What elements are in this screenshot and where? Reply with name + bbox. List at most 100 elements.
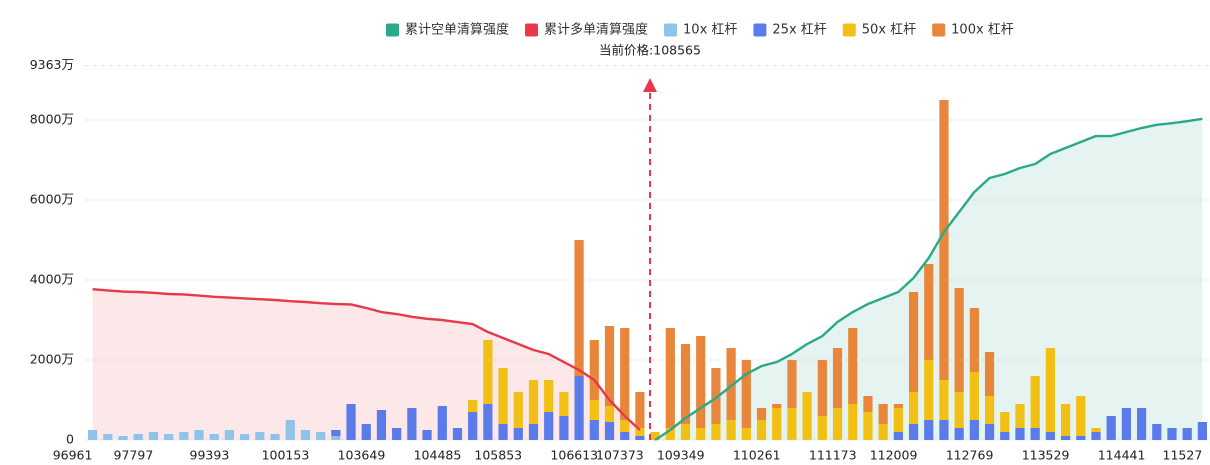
- bar: [544, 380, 554, 413]
- y-tick-label: 9363万: [30, 57, 74, 72]
- bar: [452, 428, 463, 440]
- bar: [711, 424, 721, 440]
- x-tick-label: 103649: [338, 448, 386, 463]
- legend-label[interactable]: 50x 杠杆: [862, 22, 916, 38]
- bar: [574, 376, 584, 440]
- x-tick-label: 112009: [870, 448, 918, 463]
- bar: [908, 424, 919, 440]
- bar: [346, 404, 356, 440]
- bar: [635, 428, 645, 437]
- line-layer: [92, 117, 1203, 442]
- bar: [680, 424, 691, 440]
- legend-label[interactable]: 累计多单清算强度: [544, 22, 648, 38]
- bar: [148, 432, 159, 440]
- bar: [574, 240, 584, 377]
- bar: [772, 408, 782, 440]
- bar: [954, 428, 964, 440]
- bar: [893, 408, 903, 433]
- bar: [1121, 408, 1131, 440]
- bar: [787, 408, 797, 440]
- bar: [407, 408, 417, 440]
- bar: [589, 340, 599, 401]
- line: [92, 288, 641, 431]
- bar: [969, 308, 979, 373]
- x-tick-label: 109349: [657, 448, 705, 463]
- legend-swatch[interactable]: [842, 23, 856, 37]
- x-tick-label: 100153: [262, 448, 310, 463]
- bar: [559, 392, 569, 417]
- bar: [1000, 432, 1010, 440]
- bar: [954, 392, 964, 429]
- legend-label[interactable]: 累计空单清算强度: [405, 22, 509, 38]
- bar: [361, 424, 371, 440]
- y-tick-label: 6000万: [30, 192, 74, 207]
- bar: [513, 392, 523, 429]
- bar: [179, 432, 189, 440]
- legend-swatch[interactable]: [386, 23, 399, 37]
- bar: [832, 408, 843, 440]
- bar: [665, 328, 675, 429]
- bar: [604, 326, 615, 407]
- bar: [878, 404, 888, 425]
- bar: [924, 264, 934, 361]
- bar: [209, 434, 219, 440]
- bar: [1182, 428, 1192, 440]
- bar: [650, 432, 660, 440]
- bar: [392, 428, 402, 440]
- bar: [88, 430, 98, 440]
- legend-swatch[interactable]: [664, 23, 678, 37]
- bar: [924, 420, 934, 440]
- legend-label[interactable]: 25x 杠杆: [772, 22, 826, 38]
- x-tick-label: 11527: [1163, 448, 1203, 463]
- bar: [908, 392, 919, 425]
- current-price-arrow: [643, 78, 657, 92]
- y-tick-label: 2000万: [30, 352, 74, 367]
- x-tick-label: 107373: [596, 448, 644, 463]
- annotation: 当前价格:108565: [599, 43, 701, 58]
- bar: [604, 422, 615, 440]
- bar: [468, 412, 478, 440]
- bar: [756, 420, 767, 440]
- bar: [635, 436, 645, 440]
- bar: [924, 360, 934, 421]
- bar: [908, 292, 919, 393]
- bar: [984, 424, 995, 440]
- bar: [863, 396, 873, 413]
- bar: [316, 432, 326, 440]
- legend-swatch[interactable]: [753, 23, 767, 37]
- bar: [741, 428, 751, 440]
- bar: [1060, 404, 1071, 437]
- bar: [437, 406, 447, 440]
- legend-label[interactable]: 100x 杠杆: [951, 22, 1014, 38]
- bar: [240, 434, 250, 440]
- line: [654, 117, 1203, 442]
- bar: [1076, 396, 1086, 437]
- legend-swatch[interactable]: [932, 23, 946, 37]
- bar: [331, 436, 341, 440]
- x-tick-label: 112769: [946, 448, 994, 463]
- bar: [939, 420, 949, 440]
- bar: [468, 400, 478, 413]
- bar: [620, 432, 630, 440]
- bar: [984, 352, 995, 397]
- legend-swatch[interactable]: [525, 23, 539, 37]
- bar: [589, 420, 599, 440]
- x-tick-label: 111173: [809, 448, 857, 463]
- y-tick-label: 0: [66, 432, 74, 447]
- x-tick-label: 96961: [53, 448, 93, 463]
- x-tick-label: 105853: [474, 448, 522, 463]
- bar: [422, 430, 432, 440]
- bar: [726, 348, 736, 421]
- bar: [194, 430, 204, 440]
- bar: [1045, 432, 1055, 440]
- bar: [863, 412, 873, 440]
- x-axis: 96961 97797 99393 100153 103649 104485 105853 1…: [53, 448, 1203, 463]
- bar: [559, 416, 569, 440]
- bar: [772, 404, 782, 409]
- bar: [1091, 432, 1101, 440]
- bar: [1030, 428, 1040, 440]
- bar: [878, 424, 888, 440]
- bar: [1015, 404, 1025, 429]
- legend-label[interactable]: 10x 杠杆: [683, 22, 737, 38]
